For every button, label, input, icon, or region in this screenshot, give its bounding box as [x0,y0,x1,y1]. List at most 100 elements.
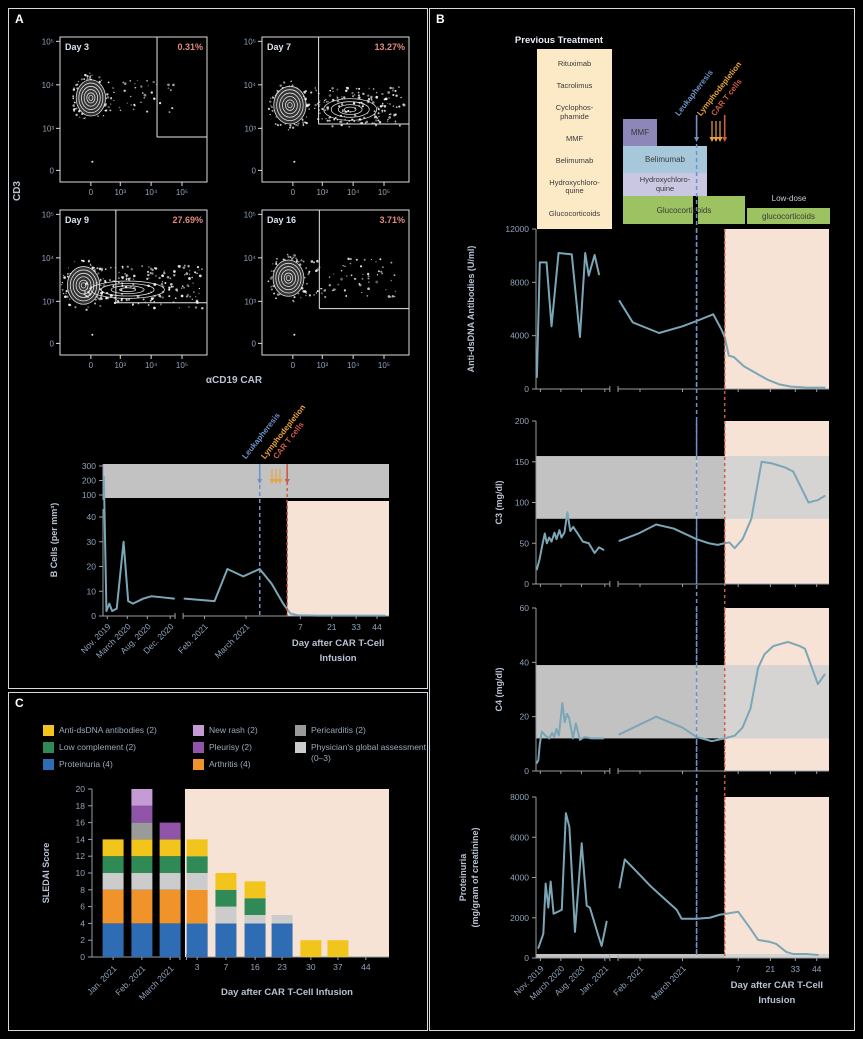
svg-text:Proteinuria: Proteinuria [458,853,468,902]
svg-text:30: 30 [306,962,316,972]
legend-item-pga: Physician's global assessment (0–3) [295,742,427,763]
svg-text:150: 150 [515,457,529,467]
legend-swatch [43,759,54,770]
svg-text:0: 0 [50,339,55,348]
svg-text:Feb. 2021: Feb. 2021 [176,621,210,655]
svg-text:50: 50 [520,538,530,548]
low-dose-label-line1: Low-dose [771,194,807,203]
legend-item-arthritis: Arthritis (4) [193,759,251,770]
legend-item-pericarditis: Pericarditis (2) [295,725,366,736]
svg-text:March 2021: March 2021 [649,963,688,1002]
legend-label: Physician's global assessment (0–3) [311,742,427,763]
panel-c-sledai: C Anti-dsDNA antibodies (2) Low complemen… [8,692,428,1031]
svg-text:16: 16 [76,818,86,828]
svg-text:10³: 10³ [316,361,328,370]
legend-swatch [295,725,306,736]
svg-text:10: 10 [87,586,97,596]
legend-swatch [193,742,204,753]
previous-treatment-item: Rituximab [557,58,592,68]
svg-text:4: 4 [80,918,85,928]
glucocorticoids-treatment-box: Glucocorticoids [623,196,745,224]
svg-text:0: 0 [524,766,529,776]
svg-text:0: 0 [291,361,296,370]
svg-text:B Cells (per mm³): B Cells (per mm³) [49,503,59,578]
svg-text:44: 44 [812,964,822,974]
legend-item-low_complement: Low complement (2) [43,742,136,753]
svg-text:100: 100 [82,490,96,500]
svg-text:200: 200 [82,476,96,486]
svg-text:10⁵: 10⁵ [378,188,390,197]
svg-text:300: 300 [82,461,96,471]
svg-text:200: 200 [515,416,529,426]
previous-treatment-title: Previous Treatment [514,35,604,46]
svg-text:Anti-dsDNA Antibodies (U/ml): Anti-dsDNA Antibodies (U/ml) [466,246,476,373]
svg-text:6: 6 [80,902,85,912]
svg-text:2: 2 [80,935,85,945]
flow-y-axis-label: CD3 [12,181,23,202]
flow-density-clusters [267,80,406,163]
svg-text:8000: 8000 [510,792,529,802]
svg-text:10³: 10³ [244,297,256,306]
svg-text:2000: 2000 [510,913,529,923]
flow-plot-day-3: 10⁵ 10⁴ 10³ 0 0 10³ 10⁴ 10⁵ Day 3 0.31% [42,36,208,197]
svg-text:10⁴: 10⁴ [145,361,158,370]
svg-text:10⁴: 10⁴ [42,254,55,263]
flow-density-clusters [60,259,204,336]
legend-label: Pleurisy (2) [209,742,252,752]
svg-text:10³: 10³ [42,297,54,306]
legend-item-proteinuria: Proteinuria (4) [43,759,113,770]
svg-text:0.31%: 0.31% [177,42,203,52]
svg-text:10⁴: 10⁴ [347,188,360,197]
previous-treatment-item: Belimumab [555,155,594,165]
legend-swatch [193,759,204,770]
svg-text:7: 7 [298,622,303,632]
svg-text:0: 0 [89,361,94,370]
svg-text:10⁴: 10⁴ [145,188,158,197]
svg-text:7: 7 [224,962,229,972]
legend-label: New rash (2) [209,725,258,735]
svg-text:20: 20 [520,712,530,722]
mmf-treatment-box: MMF [623,119,657,146]
svg-text:0: 0 [91,611,96,621]
svg-text:10⁵: 10⁵ [176,188,188,197]
legend-label: Pericarditis (2) [311,725,366,735]
svg-text:20: 20 [87,562,97,572]
svg-text:10⁵: 10⁵ [244,37,256,46]
svg-text:0: 0 [524,579,529,589]
low-dose-glucocorticoids-box: glucocorticoids [747,208,830,224]
svg-text:Day after CAR T-Cell: Day after CAR T-Cell [731,980,823,991]
legend-item-pleurisy: Pleurisy (2) [193,742,252,753]
svg-text:10³: 10³ [244,124,256,133]
svg-text:0: 0 [50,166,55,175]
svg-text:21: 21 [766,964,776,974]
svg-text:8000: 8000 [510,277,529,287]
legend-swatch [193,725,204,736]
svg-text:100: 100 [515,498,529,508]
svg-text:10: 10 [76,868,86,878]
svg-text:23: 23 [277,962,287,972]
flow-x-axis-label: αCD19 CAR [205,375,263,386]
hydroxychloroquine-treatment-box: Hydroxychloro-quine [623,173,707,196]
previous-treatment-item: Glucocorticoids [548,208,601,218]
svg-text:12000: 12000 [505,224,529,234]
flow-plot-day-7: 10⁵ 10⁴ 10³ 0 0 10³ 10⁴ 10⁵ Day 7 13.27% [244,36,410,197]
svg-text:0: 0 [252,166,257,175]
svg-text:C3 (mg/dl): C3 (mg/dl) [494,480,504,524]
legend-label: Low complement (2) [59,742,137,752]
svg-text:10⁵: 10⁵ [42,210,54,219]
svg-text:Feb. 2021: Feb. 2021 [611,963,645,997]
svg-text:0: 0 [89,188,94,197]
svg-text:10³: 10³ [114,361,126,370]
previous-treatment-item: Cyclophos-phamide [555,102,594,121]
svg-text:33: 33 [791,964,801,974]
glucocorticoids-gap [693,196,698,224]
svg-text:Day 3: Day 3 [65,42,89,52]
svg-text:60: 60 [520,603,530,613]
svg-text:0: 0 [524,953,529,963]
legend-label: Anti-dsDNA antibodies (2) [59,725,157,735]
flow-density-clusters [72,72,175,163]
legend-item-anti_dsdna: Anti-dsDNA antibodies (2) [43,725,157,736]
